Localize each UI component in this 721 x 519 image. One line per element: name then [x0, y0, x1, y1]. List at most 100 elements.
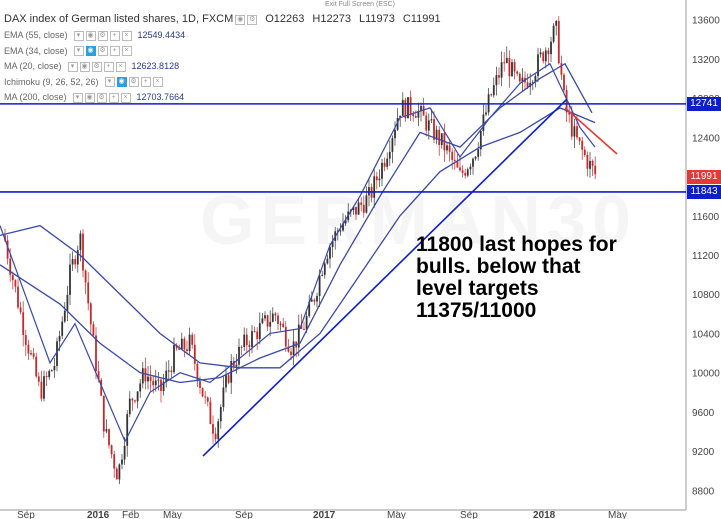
candle-body	[277, 315, 279, 325]
settings-icon[interactable]: ⚙	[97, 30, 108, 41]
candle-body	[56, 341, 58, 366]
candle-body	[425, 115, 428, 131]
candle-body	[511, 62, 513, 77]
candle-body	[144, 368, 147, 382]
candle-body	[300, 324, 303, 329]
chevron-down-icon[interactable]: ▾	[73, 30, 84, 41]
candle-body	[344, 220, 347, 224]
candle-body	[48, 370, 51, 378]
candle-body	[456, 160, 459, 168]
add-icon[interactable]: +	[103, 61, 114, 72]
candle-body	[219, 407, 222, 422]
x-tick-label: Feb	[122, 510, 140, 519]
chevron-down-icon[interactable]: ▾	[72, 92, 83, 103]
candle-body	[191, 334, 194, 345]
candle-body	[365, 195, 368, 213]
add-icon[interactable]: +	[109, 46, 120, 57]
candle-body	[199, 381, 201, 388]
candle-body	[186, 349, 188, 351]
candle-body	[118, 464, 121, 480]
candle-body	[505, 57, 508, 64]
x-tick-label: Sep	[17, 510, 35, 519]
close-icon[interactable]: ×	[120, 92, 131, 103]
candle-body	[63, 310, 66, 322]
candle-body	[547, 50, 550, 55]
close-icon[interactable]: ×	[152, 77, 163, 88]
candle-body	[43, 376, 45, 399]
indicator-name: EMA (34, close)	[4, 45, 68, 56]
candle-body	[544, 50, 547, 62]
y-tick-label: 9600	[692, 408, 715, 419]
y-tick-label: 10400	[692, 329, 720, 340]
candle-body	[555, 20, 558, 26]
candle-body	[212, 423, 214, 434]
candle-body	[303, 328, 305, 330]
settings-icon[interactable]: ⚙	[96, 92, 107, 103]
candle-body	[537, 54, 539, 77]
candle-body	[238, 346, 240, 365]
candle-body	[9, 258, 12, 275]
candle-body	[318, 275, 321, 296]
candle-body	[76, 250, 79, 265]
candle-body	[97, 371, 100, 380]
settings-icon[interactable]: ⚙	[97, 46, 108, 57]
candle-body	[560, 63, 563, 75]
eye-icon[interactable]: ◉	[79, 61, 90, 72]
candle-body	[162, 381, 165, 391]
candle-body	[557, 20, 560, 64]
candle-body	[526, 82, 529, 88]
candle-body	[225, 375, 227, 388]
candle-body	[399, 115, 402, 118]
eye-icon[interactable]: ◉	[235, 14, 246, 25]
exit-fullscreen-label[interactable]: Exit Full Screen (ESC)	[324, 1, 396, 8]
eye-icon[interactable]: ◉	[84, 92, 95, 103]
close-icon[interactable]: ×	[121, 46, 132, 57]
eye-icon[interactable]: ◉	[85, 30, 96, 41]
candle-body	[563, 74, 565, 91]
close-icon[interactable]: ×	[121, 30, 132, 41]
candle-body	[326, 258, 329, 264]
price-tag: 11991	[687, 170, 721, 185]
candle-body	[583, 149, 586, 156]
eye-icon[interactable]: ◉	[85, 46, 96, 57]
candle-body	[89, 303, 92, 325]
add-icon[interactable]: +	[108, 92, 119, 103]
candle-body	[188, 334, 191, 351]
candle-body	[407, 97, 409, 119]
candle-body	[427, 120, 430, 131]
indicator-row: MA (20, close) ▾ ◉ ⚙ + × 12623.8128	[4, 59, 441, 75]
candle-body	[258, 323, 261, 340]
candle-body	[391, 138, 394, 152]
candle-body	[355, 206, 357, 215]
candle-body	[591, 160, 594, 166]
chevron-down-icon[interactable]: ▾	[73, 46, 84, 57]
candle-body	[121, 459, 123, 465]
add-icon[interactable]: +	[140, 77, 151, 88]
chevron-down-icon[interactable]: ▾	[67, 61, 78, 72]
close-icon[interactable]: ×	[115, 61, 126, 72]
candle-body	[433, 119, 435, 140]
add-icon[interactable]: +	[109, 30, 120, 41]
candle-body	[342, 223, 344, 231]
settings-icon[interactable]: ⚙	[128, 77, 139, 88]
settings-icon[interactable]: ⚙	[91, 61, 102, 72]
candle-body	[175, 345, 178, 349]
y-tick-label: 10000	[692, 369, 720, 380]
eye-icon[interactable]: ◉	[116, 77, 127, 88]
candle-body	[45, 376, 48, 378]
candle-body	[581, 140, 584, 150]
chevron-down-icon[interactable]: ▾	[104, 77, 115, 88]
candle-body	[261, 318, 264, 324]
candle-body	[58, 335, 61, 342]
candle-body	[50, 370, 53, 372]
annotation-text: 11800 last hopes for bulls. below that l…	[416, 233, 617, 322]
x-tick-label: 2018	[533, 510, 556, 519]
candle-body	[477, 149, 480, 157]
candle-body	[331, 240, 334, 248]
settings-icon[interactable]: ⚙	[247, 14, 258, 25]
candle-body	[251, 331, 253, 348]
candle-body	[245, 334, 248, 346]
candle-body	[126, 414, 129, 446]
candle-body	[243, 334, 246, 347]
candle-body	[500, 62, 503, 78]
